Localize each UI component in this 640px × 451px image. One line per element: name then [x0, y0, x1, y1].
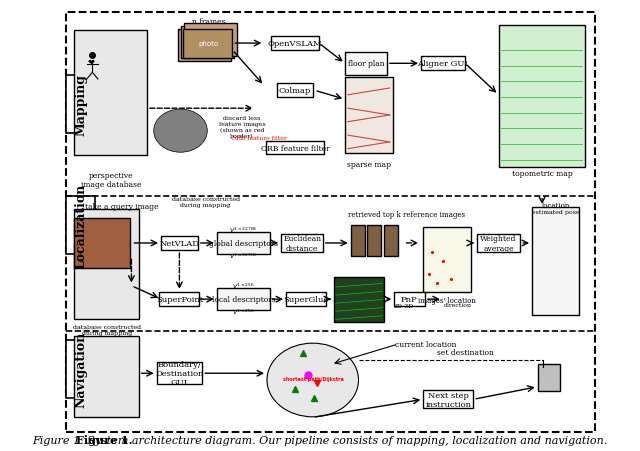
Bar: [423, 391, 474, 408]
Text: $V^{1\times32768}$: $V^{1\times32768}$: [229, 251, 258, 261]
Bar: [477, 235, 520, 252]
Text: topometric map: topometric map: [512, 170, 572, 177]
Bar: [281, 235, 323, 252]
Circle shape: [267, 343, 358, 417]
Text: OpenVSLAM: OpenVSLAM: [268, 40, 322, 48]
Bar: [66, 340, 95, 398]
Bar: [394, 293, 424, 306]
Bar: [271, 37, 319, 51]
Text: Colmap: Colmap: [279, 87, 311, 95]
Text: $V^{1\times256}$: $V^{1\times256}$: [232, 281, 255, 290]
Bar: [74, 210, 139, 320]
Text: Figure 1.: Figure 1.: [76, 434, 132, 445]
Text: Aligner GUI: Aligner GUI: [417, 60, 468, 68]
Text: shortest path/Dijkstra: shortest path/Dijkstra: [283, 376, 344, 381]
Bar: [161, 237, 198, 250]
Bar: [499, 26, 585, 167]
Bar: [334, 277, 384, 322]
Text: global descriptors: global descriptors: [209, 239, 278, 248]
Bar: [384, 226, 398, 257]
Bar: [184, 24, 237, 56]
Text: Figure 1. System architecture diagram. Our pipeline consists of mapping, localiz: Figure 1. System architecture diagram. O…: [33, 435, 607, 445]
Text: $V^{1\times32768}$: $V^{1\times32768}$: [229, 226, 258, 235]
Text: discard less
feature images
(shown as red
border): discard less feature images (shown as re…: [218, 116, 265, 138]
Text: PnP: PnP: [401, 295, 417, 304]
Text: images' location: images' location: [419, 296, 476, 304]
Text: Navigation: Navigation: [74, 331, 87, 407]
Bar: [157, 362, 202, 385]
Bar: [367, 226, 381, 257]
Text: estimated pose: estimated pose: [532, 210, 580, 215]
Bar: [66, 196, 95, 255]
Bar: [74, 336, 139, 417]
Text: 2D-3D: 2D-3D: [394, 304, 414, 308]
Bar: [351, 226, 365, 257]
Text: photo: photo: [198, 41, 218, 47]
Bar: [345, 53, 387, 75]
Text: ORB feature filter: ORB feature filter: [260, 144, 329, 152]
Text: n frames: n frames: [191, 18, 225, 26]
Text: Next step
instruction: Next step instruction: [426, 391, 471, 408]
Bar: [421, 57, 465, 71]
Text: ORB feature filter: ORB feature filter: [230, 136, 287, 141]
Text: NetVLAD: NetVLAD: [159, 239, 200, 248]
Text: Localization: Localization: [74, 183, 87, 268]
Text: Boundary/
Destination
GUI: Boundary/ Destination GUI: [155, 360, 204, 387]
Text: $V^{1\times256}$: $V^{1\times256}$: [232, 308, 255, 317]
Bar: [66, 75, 95, 133]
Text: ❤: ❤: [88, 57, 95, 66]
Bar: [159, 293, 200, 306]
Text: SuperPoint: SuperPoint: [156, 295, 203, 304]
Text: location: location: [542, 201, 570, 209]
Text: take a query image: take a query image: [85, 202, 159, 211]
Bar: [74, 31, 147, 156]
Text: sparse map: sparse map: [347, 161, 391, 169]
Bar: [266, 142, 324, 155]
Bar: [532, 207, 579, 315]
Text: Weighted
average: Weighted average: [481, 235, 516, 252]
Bar: [538, 364, 560, 391]
Circle shape: [154, 110, 207, 153]
Bar: [276, 84, 313, 98]
Bar: [183, 30, 232, 59]
Bar: [181, 27, 234, 59]
Bar: [74, 219, 131, 268]
Bar: [423, 228, 470, 293]
Text: database constructed
during mapping: database constructed during mapping: [172, 197, 239, 207]
Bar: [178, 30, 231, 62]
Bar: [217, 232, 270, 255]
Text: floor plan: floor plan: [348, 60, 385, 68]
Text: Euclidean
distance: Euclidean distance: [283, 235, 321, 252]
Text: Mapping: Mapping: [74, 74, 87, 135]
Bar: [286, 293, 326, 306]
Text: set destination: set destination: [436, 349, 493, 356]
Text: perspective
image database: perspective image database: [81, 172, 141, 189]
Bar: [345, 78, 392, 154]
Text: database constructed
during mapping: database constructed during mapping: [73, 324, 141, 335]
Text: direction: direction: [444, 302, 472, 307]
Bar: [217, 288, 270, 311]
Text: SuperGlue: SuperGlue: [284, 295, 329, 304]
Text: retrieved top k reference images: retrieved top k reference images: [348, 210, 465, 218]
Text: current location: current location: [396, 341, 457, 348]
Text: local descriptors: local descriptors: [212, 295, 275, 304]
